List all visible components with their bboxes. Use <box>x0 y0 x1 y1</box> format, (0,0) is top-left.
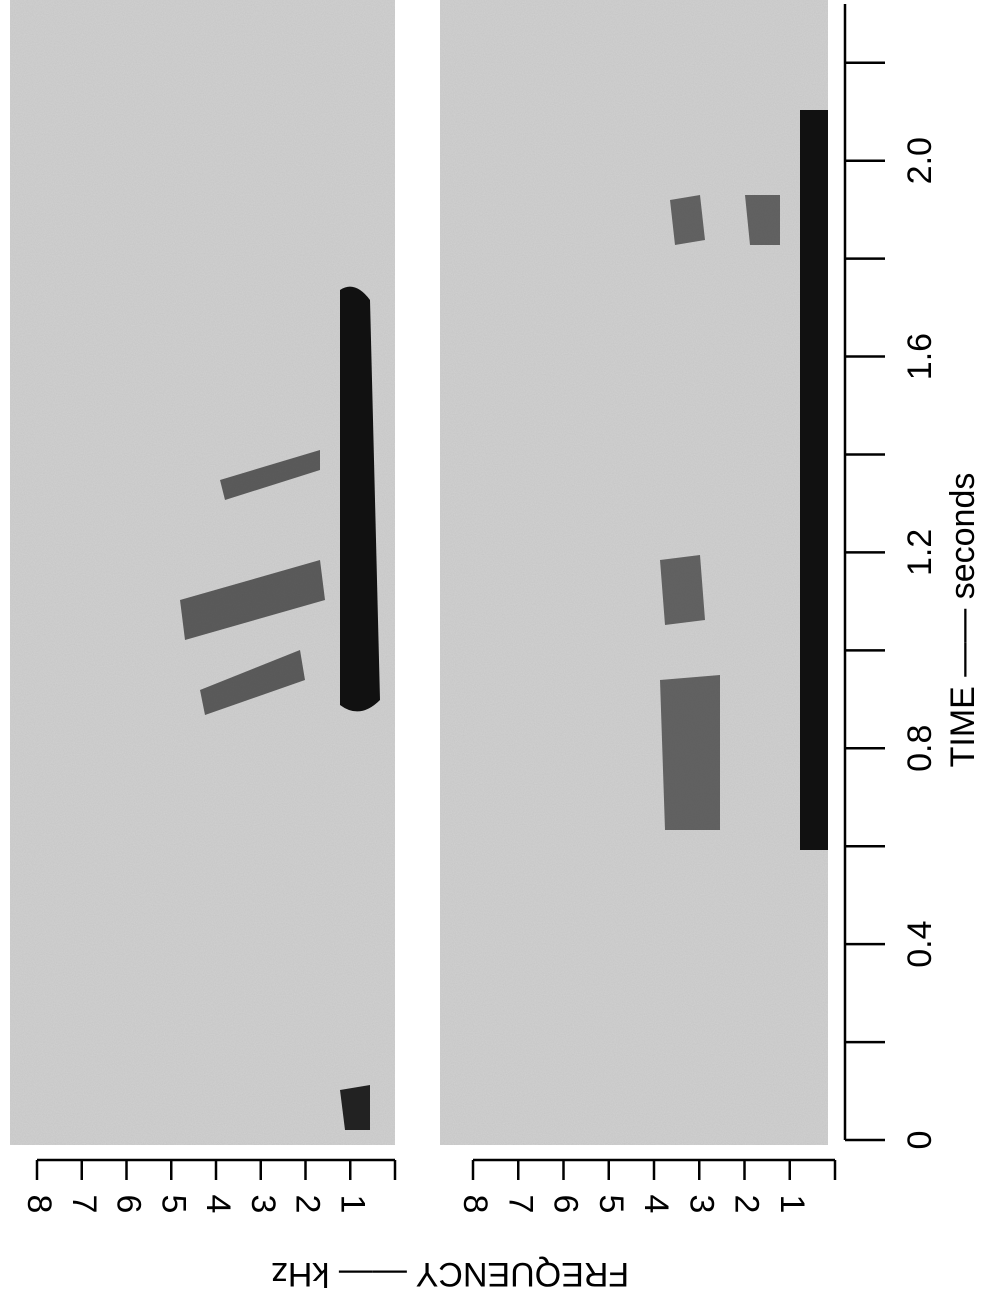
x-tick-label: 2.0 <box>901 137 939 184</box>
x-tick-label: 0.4 <box>901 921 939 968</box>
y-axis-label: FREQUENCY —— kHz <box>271 1255 629 1293</box>
x-tick-label: 1.2 <box>901 529 939 576</box>
panel-texture <box>440 0 828 1145</box>
panel-texture <box>10 0 395 1145</box>
y-tick-label: 3 <box>244 1195 282 1214</box>
y-tick-label: 4 <box>637 1195 675 1214</box>
y-tick-label: 7 <box>65 1195 103 1214</box>
y-tick-label: 8 <box>456 1195 494 1214</box>
y-tick-label: 3 <box>682 1195 720 1214</box>
y-tick-label: 6 <box>547 1195 585 1214</box>
spectrogram-texture <box>340 286 380 712</box>
spectrogram-panel <box>10 0 395 1145</box>
x-tick-label: 0 <box>901 1131 939 1150</box>
x-axis-label: TIME —— seconds <box>944 473 982 768</box>
x-tick-label: 1.6 <box>901 333 939 380</box>
y-tick-label: 6 <box>110 1195 148 1214</box>
y-tick-label: 5 <box>154 1195 192 1214</box>
spectrogram-texture <box>180 450 325 715</box>
y-tick-label: 1 <box>773 1195 811 1214</box>
y-tick-label: 8 <box>20 1195 58 1214</box>
y-tick-label: 5 <box>592 1195 630 1214</box>
spectrogram-texture <box>340 1085 370 1130</box>
y-tick-label: 2 <box>728 1195 766 1214</box>
y-tick-label: 1 <box>333 1195 371 1214</box>
spectrogram-panel <box>440 0 828 1145</box>
x-tick-label: 0.8 <box>901 725 939 772</box>
y-tick-label: 2 <box>289 1195 327 1214</box>
spectrogram-texture <box>660 195 780 830</box>
y-tick-label: 7 <box>501 1195 539 1214</box>
spectrogram-texture <box>800 110 828 850</box>
y-tick-label: 4 <box>199 1195 237 1214</box>
